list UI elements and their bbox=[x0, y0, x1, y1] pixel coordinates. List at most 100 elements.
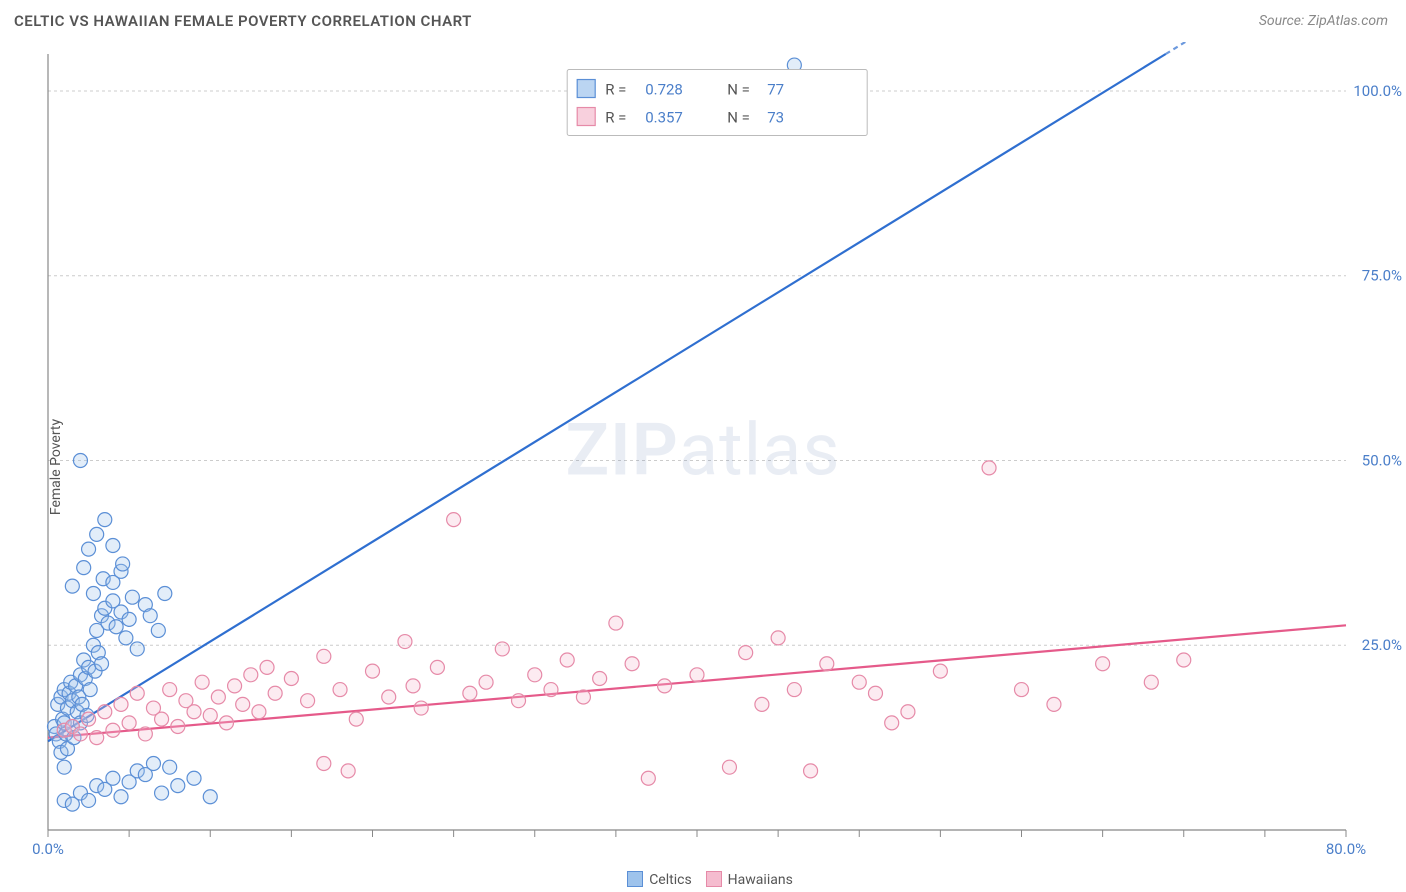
data-point bbox=[109, 620, 123, 634]
data-point bbox=[771, 631, 785, 645]
data-point bbox=[755, 697, 769, 711]
y-tick-label: 25.0% bbox=[1362, 636, 1402, 654]
data-point bbox=[252, 705, 266, 719]
data-point bbox=[130, 642, 144, 656]
x-tick-label: 80.0% bbox=[1326, 840, 1366, 858]
data-point bbox=[203, 708, 217, 722]
data-point bbox=[284, 671, 298, 685]
legend-r-value: 0.357 bbox=[645, 109, 683, 127]
data-point bbox=[82, 793, 96, 807]
data-point bbox=[228, 679, 242, 693]
data-point bbox=[122, 612, 136, 626]
data-point bbox=[349, 712, 363, 726]
data-point bbox=[560, 653, 574, 667]
data-point bbox=[90, 731, 104, 745]
data-point bbox=[106, 723, 120, 737]
data-point bbox=[114, 697, 128, 711]
data-point bbox=[1144, 675, 1158, 689]
data-point bbox=[114, 790, 128, 804]
data-point bbox=[244, 668, 258, 682]
data-point bbox=[219, 716, 233, 730]
data-point bbox=[414, 701, 428, 715]
data-point bbox=[885, 716, 899, 730]
data-point bbox=[158, 587, 172, 601]
legend-r-label: R = bbox=[605, 109, 626, 127]
y-tick-label: 50.0% bbox=[1362, 451, 1402, 469]
data-point bbox=[146, 756, 160, 770]
data-point bbox=[57, 760, 71, 774]
data-point bbox=[187, 771, 201, 785]
data-point bbox=[77, 561, 91, 575]
data-point bbox=[593, 671, 607, 685]
data-point bbox=[625, 657, 639, 671]
data-point bbox=[73, 453, 87, 467]
legend-r-label: R = bbox=[605, 81, 626, 99]
data-point bbox=[341, 764, 355, 778]
source-label: Source: ZipAtlas.com bbox=[1259, 13, 1388, 29]
data-point bbox=[211, 690, 225, 704]
data-point bbox=[430, 660, 444, 674]
data-point bbox=[576, 690, 590, 704]
legend-swatch bbox=[627, 871, 643, 887]
data-point bbox=[658, 679, 672, 693]
bottom-legend: CelticsHawaiians bbox=[0, 871, 1406, 888]
data-point bbox=[106, 538, 120, 552]
chart-title: CELTIC VS HAWAIIAN FEMALE POVERTY CORREL… bbox=[14, 12, 472, 30]
data-point bbox=[203, 790, 217, 804]
data-point bbox=[333, 683, 347, 697]
data-point bbox=[106, 771, 120, 785]
data-point bbox=[512, 694, 526, 708]
data-point bbox=[106, 575, 120, 589]
data-point bbox=[98, 705, 112, 719]
y-tick-label: 75.0% bbox=[1362, 267, 1402, 285]
data-point bbox=[317, 756, 331, 770]
data-point bbox=[609, 616, 623, 630]
data-point bbox=[116, 557, 130, 571]
data-point bbox=[143, 609, 157, 623]
data-point bbox=[544, 683, 558, 697]
data-point bbox=[98, 513, 112, 527]
data-point bbox=[739, 646, 753, 660]
data-point bbox=[95, 657, 109, 671]
legend-swatch bbox=[577, 108, 595, 126]
data-point bbox=[901, 705, 915, 719]
chart-header: CELTIC VS HAWAIIAN FEMALE POVERTY CORREL… bbox=[0, 0, 1406, 42]
data-point bbox=[187, 705, 201, 719]
chart-area: Female Poverty ZIPatlas 25.0%50.0%75.0%1… bbox=[0, 42, 1406, 892]
data-point bbox=[138, 727, 152, 741]
data-point bbox=[868, 686, 882, 700]
data-point bbox=[641, 771, 655, 785]
data-point bbox=[366, 664, 380, 678]
legend-n-value: 73 bbox=[767, 109, 784, 127]
data-point bbox=[171, 720, 185, 734]
data-point bbox=[151, 623, 165, 637]
scatter-chart: 25.0%50.0%75.0%100.0%0.0%80.0%R =0.728N … bbox=[0, 42, 1406, 892]
data-point bbox=[236, 697, 250, 711]
data-point bbox=[163, 683, 177, 697]
legend-r-value: 0.728 bbox=[645, 81, 683, 99]
legend-swatch bbox=[706, 871, 722, 887]
data-point bbox=[722, 760, 736, 774]
data-point bbox=[804, 764, 818, 778]
data-point bbox=[119, 631, 133, 645]
data-point bbox=[171, 779, 185, 793]
data-point bbox=[406, 679, 420, 693]
data-point bbox=[463, 686, 477, 700]
data-point bbox=[260, 660, 274, 674]
data-point bbox=[1177, 653, 1191, 667]
data-point bbox=[155, 712, 169, 726]
data-point bbox=[820, 657, 834, 671]
data-point bbox=[155, 786, 169, 800]
data-point bbox=[268, 686, 282, 700]
data-point bbox=[122, 716, 136, 730]
data-point bbox=[90, 527, 104, 541]
legend-label: Celtics bbox=[649, 872, 691, 888]
legend-n-value: 77 bbox=[767, 81, 784, 99]
data-point bbox=[382, 690, 396, 704]
data-point bbox=[73, 727, 87, 741]
data-point bbox=[1096, 657, 1110, 671]
y-axis-label: Female Poverty bbox=[48, 419, 64, 515]
regression-line-ext bbox=[1166, 42, 1263, 54]
legend-n-label: N = bbox=[727, 81, 750, 99]
data-point bbox=[690, 668, 704, 682]
